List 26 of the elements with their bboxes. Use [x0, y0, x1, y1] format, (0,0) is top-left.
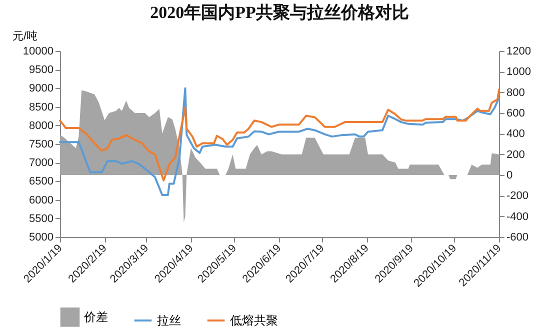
y-tick-label: 5500	[29, 212, 54, 225]
legend-label: 价差	[83, 310, 108, 324]
y-tick-label: 5000	[29, 232, 54, 244]
legend-label: 低熔共聚	[230, 314, 278, 327]
y-tick-label: 8000	[29, 120, 54, 132]
y2-tick-label: 0	[506, 170, 513, 182]
y2-tick-label: -400	[506, 210, 529, 223]
y2-tick-label: -600	[506, 232, 529, 244]
y-tick-label: 6500	[29, 176, 54, 188]
y2-tick-label: 800	[506, 86, 525, 99]
legend-label: 拉丝	[157, 314, 181, 327]
y-tick-label: 6000	[29, 194, 54, 206]
y-tick-label: 7000	[29, 157, 54, 170]
y2-tick-label: 200	[506, 148, 525, 161]
y2-tick-label: 1200	[506, 46, 531, 58]
y2-tick-label: 400	[506, 128, 525, 140]
y2-tick-label: 600	[506, 108, 525, 120]
y-tick-label: 8500	[29, 101, 54, 114]
y2-tick-label: 1000	[506, 66, 531, 78]
y-axis-title: 元/吨	[12, 30, 38, 42]
y-tick-label: 10000	[22, 46, 54, 58]
y2-tick-label: -200	[506, 190, 529, 202]
chart-title: 2020年国内PP共聚与拉丝价格对比	[150, 3, 409, 22]
y-tick-label: 9000	[29, 82, 54, 95]
y-tick-label: 9500	[29, 64, 54, 76]
y-tick-label: 7500	[29, 138, 54, 150]
